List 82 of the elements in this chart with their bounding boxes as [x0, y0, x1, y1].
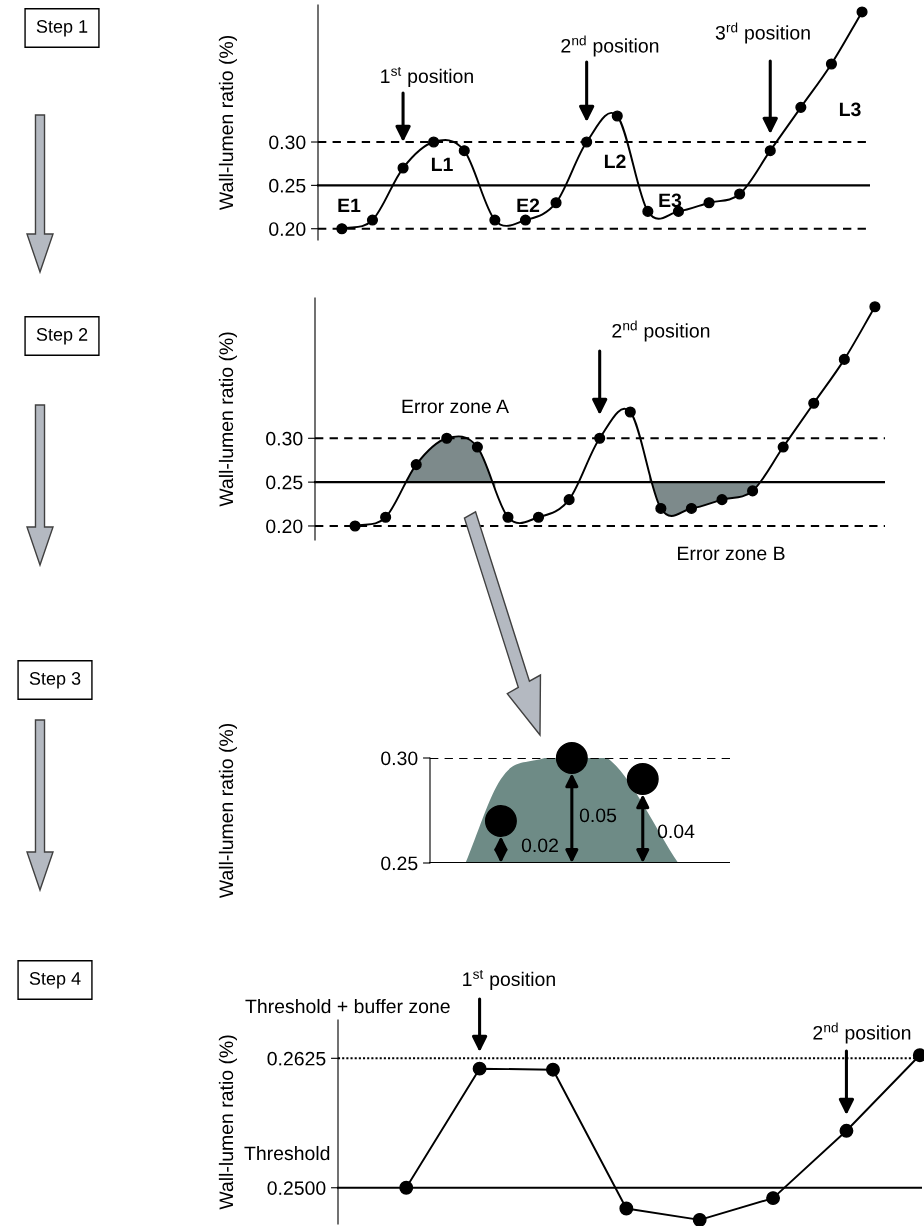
point [716, 494, 728, 506]
point [581, 136, 593, 148]
text: Step 1 [36, 20, 88, 37]
point [555, 742, 588, 774]
point [766, 1191, 781, 1206]
point [489, 214, 501, 226]
point [856, 6, 868, 18]
annotation: 2$^{nd}$ position [612, 320, 710, 342]
ref-line-label: Threshold + buffer zone [245, 998, 450, 1014]
y-axis-title: Wall-lumen ratio (%) [218, 332, 237, 507]
point [869, 301, 881, 313]
y-tick-label: 0.20 [269, 222, 306, 236]
point [380, 511, 392, 523]
point [441, 432, 453, 444]
point [428, 136, 440, 148]
annotation: L2 [604, 154, 626, 169]
annotation: L1 [431, 157, 453, 172]
point [336, 223, 348, 235]
point [624, 406, 636, 418]
point [795, 101, 807, 113]
annotation: E1 [338, 198, 361, 213]
point [839, 1123, 854, 1138]
point [563, 494, 575, 506]
text: Step 2 [36, 328, 88, 345]
annotation: E3 [659, 193, 682, 208]
point [611, 110, 623, 122]
point [550, 197, 562, 209]
y-tick-label: 0.25 [381, 856, 418, 871]
point [825, 58, 838, 70]
y-tick-label: 0.30 [381, 751, 418, 766]
point [399, 1180, 414, 1195]
point [808, 397, 820, 409]
annotation: L3 [839, 102, 861, 117]
point [703, 197, 715, 209]
point [594, 432, 606, 444]
point [397, 162, 409, 174]
y-axis-title: Wall-lumen ratio (%) [218, 724, 237, 899]
point [692, 1212, 707, 1226]
y-tick-label: 0.20 [266, 519, 303, 534]
annotation: Error zone A [402, 399, 509, 414]
text: Error zone B [678, 546, 785, 561]
annotation: 2$^{nd}$ position [561, 35, 659, 57]
point [458, 145, 470, 157]
point [777, 441, 789, 453]
y-tick-label: 0.30 [266, 431, 303, 446]
point [747, 485, 759, 497]
point [685, 502, 697, 514]
y-axis-title: Wall-lumen ratio (%) [218, 36, 237, 211]
point [734, 188, 746, 200]
point [484, 805, 517, 837]
point [410, 459, 422, 471]
point [626, 763, 659, 795]
point [764, 145, 776, 157]
point [366, 214, 379, 226]
annotation: E2 [517, 198, 540, 213]
point [349, 520, 361, 532]
y-tick-label: 0.2500 [267, 1181, 326, 1195]
y-tick-label: 0.2625 [267, 1051, 326, 1066]
point [655, 502, 667, 514]
point [546, 1062, 560, 1077]
point [642, 205, 654, 217]
annotation: 3$^{rd}$ position [715, 22, 810, 44]
point [838, 353, 850, 365]
point [532, 511, 545, 523]
annotation: 0.02 [521, 838, 558, 853]
y-tick-label: 0.30 [269, 135, 306, 150]
text: Step 4 [29, 972, 81, 989]
y-tick-label: 0.25 [266, 475, 303, 490]
annotation: 0.05 [579, 808, 617, 823]
annotation: 1$^{st}$ position [381, 66, 473, 87]
point [619, 1201, 634, 1216]
point [472, 1061, 487, 1076]
annotation: 2$^{nd}$ position [813, 1022, 911, 1044]
y-tick-label: 0.25 [269, 178, 306, 193]
y-axis-title: Wall-lumen ratio (%) [218, 1035, 237, 1210]
point [471, 441, 483, 453]
point [519, 214, 532, 226]
text: 1$^{st}$ position [463, 969, 555, 990]
text: Step 3 [29, 672, 81, 689]
annotation: 0.04 [657, 824, 695, 839]
point [502, 511, 514, 523]
ref-line-label: Threshold [244, 1145, 330, 1161]
